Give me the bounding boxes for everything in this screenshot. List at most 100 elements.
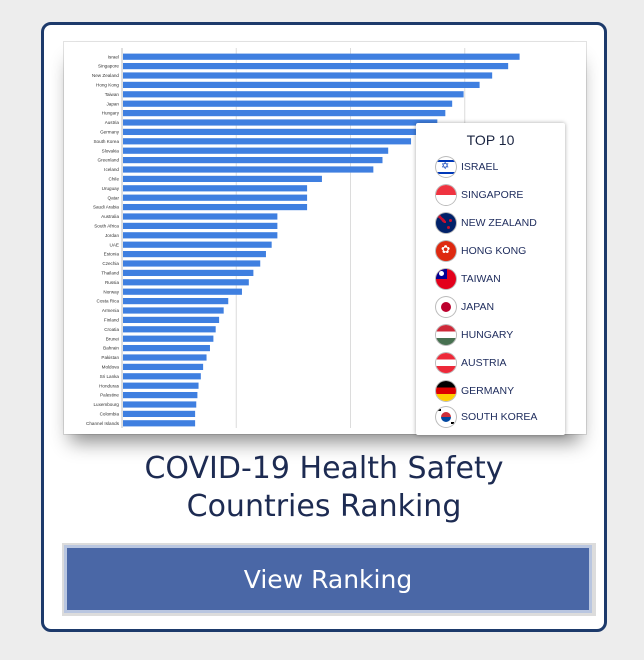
category-tick-label: Sri Lanka [100,374,120,379]
bar [123,241,272,248]
category-tick-label: Hungary [102,111,120,116]
taiwan-flag-icon [436,269,456,289]
bar [123,53,520,60]
category-tick-label: Singapore [98,64,119,69]
bar [123,138,412,145]
bar [123,109,446,117]
legend-label: SOUTH KOREA [461,411,538,423]
bar [123,401,197,408]
bar [123,344,210,352]
category-tick-label: Uruguay [102,186,120,191]
category-tick-label: Australia [101,214,119,219]
bar [123,203,308,211]
category-tick-label: Austria [105,120,120,125]
category-tick-label: Iceland [104,167,119,172]
category-tick-label: Pakistan [101,355,119,360]
category-tick-label: Bahrain [103,346,119,351]
bar [123,297,229,305]
bar [123,420,196,427]
hungary-flag-icon [436,325,456,345]
chart-image: Israel Singapore New Zealand Hong Kong Taiwa… [64,42,586,435]
legend-label: JAPAN [461,301,495,313]
legend-title: TOP 10 [466,132,515,148]
category-tick-label: Palestine [100,393,119,398]
ranking-card: Israel Singapore New Zealand Hong Kong Taiwa… [41,22,607,632]
bar [123,175,322,183]
bar [123,166,374,173]
category-tick-label: Czechia [102,261,119,266]
bar [123,147,389,154]
legend-item-japan: JAPAN [436,296,494,318]
legend-item-south-korea: SOUTH KOREA [436,406,537,428]
category-tick-label: Honduras [99,383,120,388]
bar [123,335,214,342]
bar [123,156,383,164]
bar [123,100,453,107]
bar [123,354,207,361]
category-tick-label: Qatar [108,195,120,200]
category-tick-label: Estonia [104,252,120,257]
category-tick-label: Israel [108,54,119,59]
hong-kong-flag-icon: ✿ [436,241,456,261]
bar [123,269,254,277]
legend-label: TAIWAN [461,273,501,285]
bar [123,232,278,239]
legend-item-hungary: HUNGARY [436,324,513,346]
bar [123,250,266,258]
legend-label: HUNGARY [461,329,514,341]
bar [123,326,216,333]
category-tick-label: Channel Islands [86,421,120,426]
bar [123,91,464,98]
category-tick-label: Costa Rica [97,299,120,304]
top-10-legend: TOP 10 ✡ ISRAEL SINGAPORE NE [416,123,565,435]
bar [123,128,428,136]
japan-flag-icon [436,297,456,317]
bar [123,222,278,230]
bar [123,185,308,192]
legend-item-singapore: SINGAPORE [436,184,523,206]
bar [123,363,204,371]
category-tick-label: Japan [106,101,119,106]
bar [123,194,308,201]
legend-label: GERMANY [461,385,515,397]
bar [123,62,509,70]
bar [123,307,224,314]
legend-item-israel: ✡ ISRAEL [436,156,498,178]
category-tick-label: Chile [109,177,120,182]
category-tick-label: Armenia [102,308,120,313]
category-tick-label: South Korea [93,139,119,144]
category-tick-label: Luxembourg [93,402,119,407]
category-tick-label: Slovakia [102,148,120,153]
view-ranking-label: View Ranking [243,564,413,594]
headline-line-1: COVID-19 Health Safety [144,451,504,486]
category-tick-label: Hong Kong [96,83,119,88]
bar [123,119,438,126]
legend-label: HONG KONG [461,245,527,257]
category-tick-label: Greenland [98,158,120,163]
card-headline: COVID-19 Health Safety Countries Ranking [44,450,604,526]
bar [123,410,196,418]
singapore-flag-icon [436,185,456,205]
legend-item-hong-kong: ✿ HONG KONG [436,240,526,262]
category-tick-label: Norway [103,289,119,294]
legend-label: SINGAPORE [461,189,524,201]
legend-label: NEW ZEALAND [461,217,537,229]
category-tick-label: Germany [100,130,120,135]
bar [123,72,493,79]
bar [123,260,261,267]
category-tick-label: Jordan [105,233,119,238]
legend-item-germany: GERMANY [436,380,514,402]
headline-line-2: Countries Ranking [186,489,462,524]
legend-item-taiwan: TAIWAN [436,268,501,290]
bar [123,81,480,89]
category-tick-label: Saudi Arabia [93,205,119,210]
israel-flag-icon: ✡ [436,157,456,177]
bar [123,373,201,380]
category-tick-label: Croatia [104,327,119,332]
view-ranking-button[interactable]: View Ranking [64,545,592,613]
germany-flag-icon [436,381,456,401]
bar [123,213,278,220]
category-tick-label: UAE [110,242,119,247]
legend-item-new-zealand: NEW ZEALAND [436,212,537,234]
category-tick-label: New Zealand [92,73,120,78]
